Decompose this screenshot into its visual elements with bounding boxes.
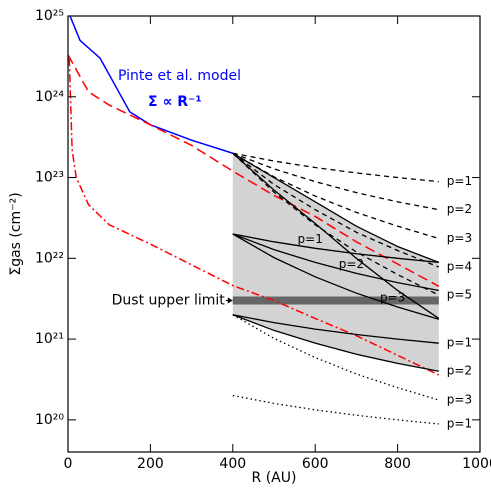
series-line: [232, 233, 439, 292]
y-tick-label: 10²⁰: [35, 412, 64, 428]
series-label: p=1: [447, 174, 472, 188]
series-line: [232, 152, 440, 264]
y-tick-label: 10²⁴: [35, 89, 64, 105]
series-line: [232, 152, 440, 268]
series-line: [68, 58, 440, 376]
series-line: [67, 54, 440, 287]
annotation: Pinte et al. model: [118, 68, 241, 84]
y-tick-label: 10²³: [35, 170, 64, 186]
y-tick-label: 10²⁵: [35, 8, 64, 24]
x-tick-label: 400: [219, 456, 246, 472]
series-label: p=4: [447, 260, 472, 274]
x-tick-label: 600: [302, 456, 329, 472]
series-inner-label: p=3: [380, 290, 405, 304]
series-line: [232, 152, 439, 211]
series-line: [232, 152, 439, 183]
x-tick-label: 200: [137, 456, 164, 472]
x-tick-label: 0: [64, 456, 73, 472]
series-label: p=3: [447, 231, 472, 245]
shaded-region: [232, 153, 439, 372]
x-axis-label: R (AU): [252, 470, 297, 486]
series-line: [232, 152, 440, 320]
series-line: [232, 394, 439, 425]
series-label: p=5: [447, 288, 472, 302]
series-line: [232, 314, 439, 372]
y-tick-label: 10²¹: [35, 331, 64, 347]
annotation: Σ ∝ R⁻¹: [148, 94, 202, 110]
series-line: [232, 233, 439, 320]
series-inner-label: p=1: [298, 232, 323, 246]
series-line: [232, 152, 440, 296]
dust-limit-arrowhead: [227, 297, 233, 304]
series-label: p=2: [447, 364, 472, 378]
y-tick-label: 10²²: [35, 250, 64, 266]
series-line: [232, 314, 439, 344]
y-axis-label: Σgas (cm⁻²): [8, 192, 24, 275]
series-line: [69, 15, 234, 154]
x-tick-label: 800: [384, 456, 411, 472]
series-inner-label: p=2: [339, 257, 364, 271]
series-line: [232, 233, 439, 264]
series-label: p=3: [447, 393, 472, 407]
plot-frame: [67, 15, 481, 453]
series-label: p=1: [447, 416, 472, 430]
series-label: p=2: [447, 202, 472, 216]
series-label: p=1: [447, 336, 472, 350]
x-tick-label: 1000: [462, 456, 491, 472]
dust-limit-label: Dust upper limit: [112, 293, 226, 309]
